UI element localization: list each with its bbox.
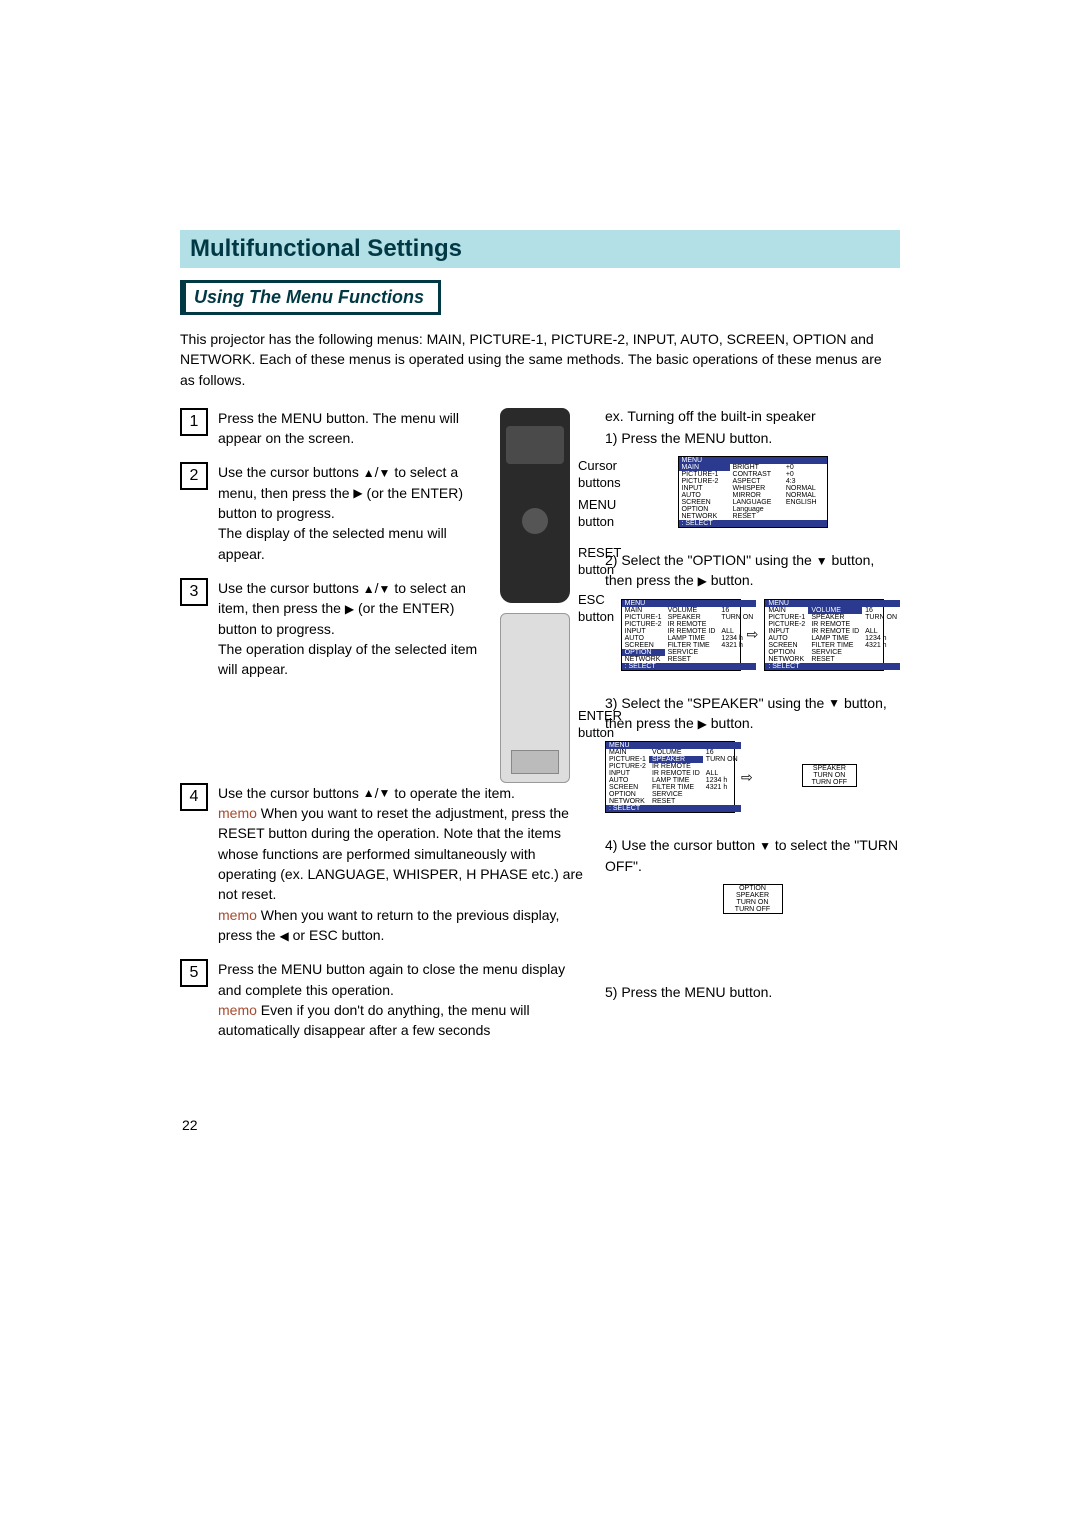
step-number: 4 xyxy=(180,783,208,811)
step-text: Press the MENU button again to close the… xyxy=(218,959,585,1040)
step-text: Use the cursor buttons ▲/▼ to select a m… xyxy=(218,462,490,563)
page-number: 22 xyxy=(182,1117,198,1133)
intro-paragraph: This projector has the following menus: … xyxy=(180,329,900,390)
down-triangle-icon: ▼ xyxy=(816,553,828,570)
down-triangle-icon: ▼ xyxy=(759,838,771,855)
section-title: Multifunctional Settings xyxy=(180,230,900,268)
example-step-2: 2) Select the "OPTION" using the ▼ butto… xyxy=(605,550,900,591)
option-popup: OPTIONSPEAKERTURN ONTURN OFF xyxy=(723,884,783,914)
menu-screenshot-pair: MENUMAINVOLUME16PICTURE-1SPEAKERTURN ONP… xyxy=(605,599,900,671)
up-triangle-icon: ▲ xyxy=(363,785,375,802)
subsection-box: Using The Menu Functions xyxy=(180,280,441,315)
example-step-3: 3) Select the "SPEAKER" using the ▼ butt… xyxy=(605,693,900,734)
memo-label: memo xyxy=(218,805,257,821)
reset-button-label: RESET button xyxy=(578,545,638,579)
example-title: ex. Turning off the built-in speaker xyxy=(605,408,900,424)
down-triangle-icon: ▼ xyxy=(379,581,391,598)
cursor-buttons-label: Cursor buttons xyxy=(578,458,638,492)
step-2: 2 Use the cursor buttons ▲/▼ to select a… xyxy=(180,462,490,563)
menu-screenshot-1: MENUMAINBRIGHT+0PICTURE-1CONTRAST+0PICTU… xyxy=(678,456,828,528)
arrow-icon: ⇨ xyxy=(747,626,759,643)
arrow-icon: ⇨ xyxy=(741,769,753,786)
esc-button-label: ESC button xyxy=(578,592,638,626)
up-triangle-icon: ▲ xyxy=(363,581,375,598)
step-number: 2 xyxy=(180,462,208,490)
step-5: 5 Press the MENU button again to close t… xyxy=(180,959,585,1040)
step-text: Press the MENU button. The menu will app… xyxy=(218,408,490,449)
step-number: 1 xyxy=(180,408,208,436)
left-triangle-icon: ◀ xyxy=(279,928,288,945)
example-step-1: 1) Press the MENU button. xyxy=(605,428,900,448)
down-triangle-icon: ▼ xyxy=(379,465,391,482)
menu-button-label: MENU button xyxy=(578,497,638,531)
step-text: Use the cursor buttons ▲/▼ to select an … xyxy=(218,578,490,679)
example-step-4: 4) Use the cursor button ▼ to select the… xyxy=(605,835,900,876)
menu-screenshot-pair-2: MENUMAINVOLUME16PICTURE-1SPEAKERTURN ONP… xyxy=(605,741,900,813)
right-triangle-icon: ▶ xyxy=(698,716,707,733)
remote-diagram-column: Cursor buttons MENU button RESET button … xyxy=(500,408,585,783)
down-triangle-icon: ▼ xyxy=(379,785,391,802)
right-triangle-icon: ▶ xyxy=(345,601,354,618)
memo-label: memo xyxy=(218,1002,257,1018)
step-number: 5 xyxy=(180,959,208,987)
memo-label: memo xyxy=(218,907,257,923)
step-text: Use the cursor buttons ▲/▼ to operate th… xyxy=(218,783,585,945)
remote-control-image xyxy=(500,408,570,603)
enter-button-label: ENTER button xyxy=(578,708,638,742)
down-triangle-icon: ▼ xyxy=(828,695,840,712)
right-triangle-icon: ▶ xyxy=(353,485,362,502)
step-4: 4 Use the cursor buttons ▲/▼ to operate … xyxy=(180,783,585,945)
step-3: 3 Use the cursor buttons ▲/▼ to select a… xyxy=(180,578,490,679)
step-number: 3 xyxy=(180,578,208,606)
up-triangle-icon: ▲ xyxy=(363,465,375,482)
speaker-popup: SPEAKERTURN ONTURN OFF xyxy=(802,764,857,787)
projector-image xyxy=(500,613,570,783)
right-triangle-icon: ▶ xyxy=(698,573,707,590)
subsection-title: Using The Menu Functions xyxy=(194,287,424,307)
example-step-5: 5) Press the MENU button. xyxy=(605,982,900,1002)
step-1: 1 Press the MENU button. The menu will a… xyxy=(180,408,490,449)
